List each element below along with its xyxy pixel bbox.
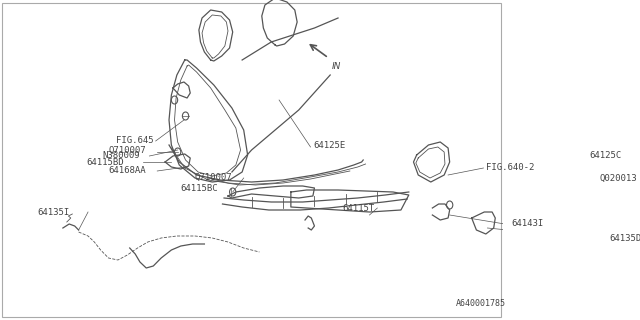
Text: 64125C: 64125C xyxy=(589,150,622,159)
Text: 64115T: 64115T xyxy=(342,204,374,212)
Text: 64135I: 64135I xyxy=(38,207,70,217)
Text: FIG.645: FIG.645 xyxy=(116,135,154,145)
Text: A640001785: A640001785 xyxy=(456,299,506,308)
Text: Q020013: Q020013 xyxy=(599,173,637,182)
Text: 64115BC: 64115BC xyxy=(181,183,218,193)
Text: Q710007: Q710007 xyxy=(195,172,232,181)
Text: Q710007: Q710007 xyxy=(109,146,146,155)
Text: 64115BD: 64115BD xyxy=(86,157,124,166)
Text: IN: IN xyxy=(332,62,341,71)
Text: 64143I: 64143I xyxy=(511,219,543,228)
Text: 64125E: 64125E xyxy=(313,140,345,149)
Text: N380009: N380009 xyxy=(102,150,140,159)
Text: 64168AA: 64168AA xyxy=(109,165,146,174)
Text: FIG.640-2: FIG.640-2 xyxy=(486,163,534,172)
Text: 64135D: 64135D xyxy=(609,234,640,243)
